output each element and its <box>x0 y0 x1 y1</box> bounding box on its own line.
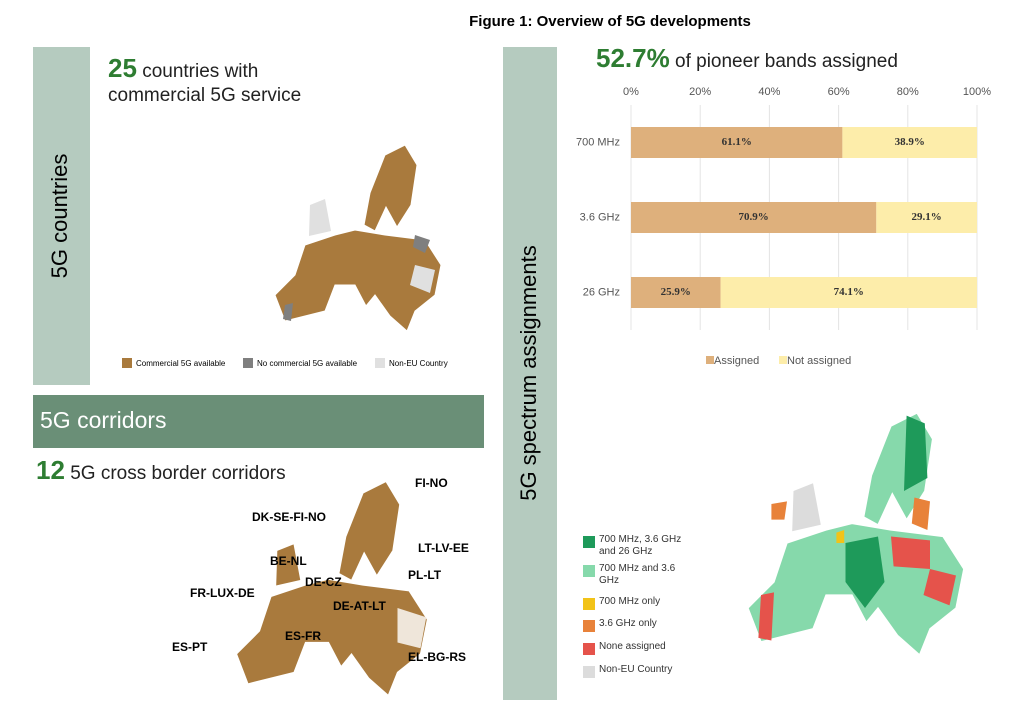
count: 12 <box>36 455 65 485</box>
bar-segment <box>842 127 977 158</box>
share: 52.7% <box>596 43 670 73</box>
legend-label: 700 MHz only <box>599 596 661 607</box>
legend-label: None assigned <box>599 641 666 652</box>
bar-segment <box>631 277 721 308</box>
legend-label: Commercial 5G available <box>136 359 226 368</box>
x-tick-label: 60% <box>828 86 850 98</box>
legend-swatch <box>583 565 595 577</box>
corridor-label: LT-LV-EE <box>418 541 469 555</box>
legend-label: 3.6 GHz only <box>599 618 657 629</box>
corridor-label: FR-LUX-DE <box>190 586 255 600</box>
side-label: 5G countries <box>47 154 72 279</box>
data-label: 25.9% <box>661 286 691 298</box>
countries-map <box>274 144 442 332</box>
title: Figure 1: Overview of 5G developments <box>469 13 751 30</box>
bar-segment <box>631 127 843 158</box>
data-label: 38.9% <box>895 136 925 148</box>
headline: 12 5G cross border corridors <box>36 455 436 486</box>
legend-label: 700 MHz, 3.6 GHz and 26 GHz <box>599 534 682 557</box>
y-tick-label: 700 MHz <box>576 136 620 148</box>
bar-segment <box>631 202 877 233</box>
legend-swatch <box>375 358 385 368</box>
legend-label: Not assigned <box>787 355 851 367</box>
legend-swatch <box>706 356 714 364</box>
corridor-label: FI-NO <box>415 476 448 490</box>
legend-swatch <box>583 536 595 548</box>
banner <box>33 395 484 448</box>
headline-text: 5G cross border corridors <box>70 463 286 484</box>
legend-label: Non-EU Country <box>599 664 673 675</box>
side-panel <box>33 47 90 385</box>
x-tick-label: 80% <box>897 86 919 98</box>
data-label: 29.1% <box>912 211 942 223</box>
corridors-map <box>235 480 428 696</box>
data-label: 61.1% <box>722 136 752 148</box>
legend-swatch <box>779 356 787 364</box>
side-panel <box>503 47 557 700</box>
x-tick-label: 0% <box>623 86 639 98</box>
data-label: 70.9% <box>739 211 769 223</box>
corridor-label: ES-FR <box>285 629 321 643</box>
headline: 52.7% of pioneer bands assigned <box>596 43 996 74</box>
corridor-label: DE-AT-LT <box>333 599 387 613</box>
x-tick-label: 100% <box>963 86 991 98</box>
legend-swatch <box>583 643 595 655</box>
bar-segment <box>720 277 977 308</box>
corridor-label: DE-CZ <box>305 575 342 589</box>
legend-swatch <box>122 358 132 368</box>
legend-swatch <box>243 358 253 368</box>
bar-segment <box>876 202 977 233</box>
spectrum-map <box>747 412 965 656</box>
count: 25 <box>108 53 137 83</box>
corridor-label: EL-BG-RS <box>408 650 466 664</box>
side-label: 5G spectrum assignments <box>516 245 541 501</box>
legend-swatch <box>583 598 595 610</box>
headline-text: countries with commercial 5G service <box>108 61 302 106</box>
legend-swatch <box>583 620 595 632</box>
legend-label: Non-EU Country <box>389 359 448 368</box>
y-tick-label: 26 GHz <box>583 286 620 298</box>
legend-label: No commercial 5G available <box>257 359 358 368</box>
legend-label: 700 MHz and 3.6 GHz <box>599 563 676 586</box>
legend-swatch <box>583 666 595 678</box>
headline: 25 countries with commercial 5G service <box>108 53 308 108</box>
headline-text: of pioneer bands assigned <box>675 51 898 72</box>
corridor-label: DK-SE-FI-NO <box>252 510 326 524</box>
x-tick-label: 20% <box>689 86 711 98</box>
data-label: 74.1% <box>834 286 864 298</box>
corridor-label: BE-NL <box>270 554 307 568</box>
legend-label: Assigned <box>714 355 759 367</box>
banner-text: 5G corridors <box>40 407 167 433</box>
corridor-label: PL-LT <box>408 568 442 582</box>
corridor-label: ES-PT <box>172 640 208 654</box>
y-tick-label: 3.6 GHz <box>580 211 620 223</box>
x-tick-label: 40% <box>758 86 780 98</box>
